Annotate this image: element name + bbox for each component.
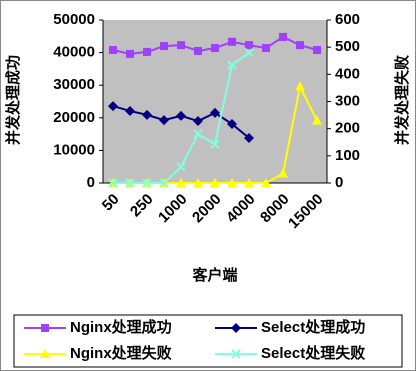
data-point	[142, 178, 152, 188]
data-point	[143, 47, 151, 56]
legend-marker	[40, 349, 50, 358]
data-point	[245, 41, 253, 50]
data-point	[193, 116, 203, 127]
legend-label: Nginx处理成功	[70, 318, 172, 336]
y-tick-label: 20000	[53, 109, 95, 126]
data-point	[211, 44, 219, 53]
data-point	[296, 41, 304, 50]
legend-label: Nginx处理失败	[70, 344, 172, 362]
data-point	[109, 45, 117, 54]
data-point	[262, 44, 270, 53]
data-point	[244, 133, 254, 144]
data-point	[227, 60, 237, 70]
legend-marker	[231, 349, 241, 359]
data-point	[244, 178, 254, 187]
data-point	[125, 105, 135, 116]
data-point	[176, 178, 186, 187]
data-point	[159, 115, 169, 126]
legend-marker	[231, 323, 241, 333]
x-axis-title: 客户端	[191, 266, 237, 284]
data-point	[227, 118, 237, 129]
y-tick-label: 40000	[53, 44, 95, 61]
data-point	[142, 109, 152, 120]
data-point	[176, 110, 186, 121]
data-point	[278, 168, 288, 178]
data-point	[279, 32, 287, 41]
data-point	[125, 178, 135, 188]
data-point	[193, 178, 203, 187]
legend-marker	[41, 324, 49, 332]
data-point	[295, 81, 305, 91]
y-axis-title: 并发处理成功	[4, 55, 22, 145]
y2-tick-label: 400	[335, 65, 360, 82]
y2-tick-label: 200	[335, 120, 360, 137]
data-point	[177, 41, 185, 50]
y-tick-label: 50000	[53, 11, 95, 28]
y-tick-label: 10000	[53, 141, 95, 158]
y2-axis-title: 并发处理失败	[393, 55, 411, 145]
y2-tick-label: 0	[335, 174, 343, 191]
data-point	[261, 178, 271, 187]
legend-label: Select处理失败	[261, 344, 365, 362]
data-point	[159, 178, 169, 188]
y-tick-label: 0	[87, 174, 95, 191]
y2-tick-label: 300	[335, 92, 360, 109]
y2-tick-label: 500	[335, 38, 360, 55]
data-point	[193, 129, 203, 139]
data-point	[210, 107, 220, 118]
data-point	[312, 115, 322, 125]
legend-label: Select处理成功	[261, 318, 365, 336]
data-point	[108, 178, 118, 188]
data-point	[176, 162, 186, 172]
data-point	[210, 139, 220, 149]
data-point	[126, 49, 134, 58]
data-point	[108, 101, 118, 112]
legend	[13, 314, 403, 368]
y2-tick-label: 600	[335, 11, 360, 28]
data-point	[228, 37, 236, 46]
data-point	[160, 42, 168, 51]
data-point	[210, 178, 220, 187]
y2-tick-label: 100	[335, 147, 360, 164]
data-point	[194, 46, 202, 55]
data-point	[313, 45, 321, 54]
y-tick-label: 30000	[53, 76, 95, 93]
data-point	[227, 178, 237, 187]
data-point	[244, 47, 254, 58]
